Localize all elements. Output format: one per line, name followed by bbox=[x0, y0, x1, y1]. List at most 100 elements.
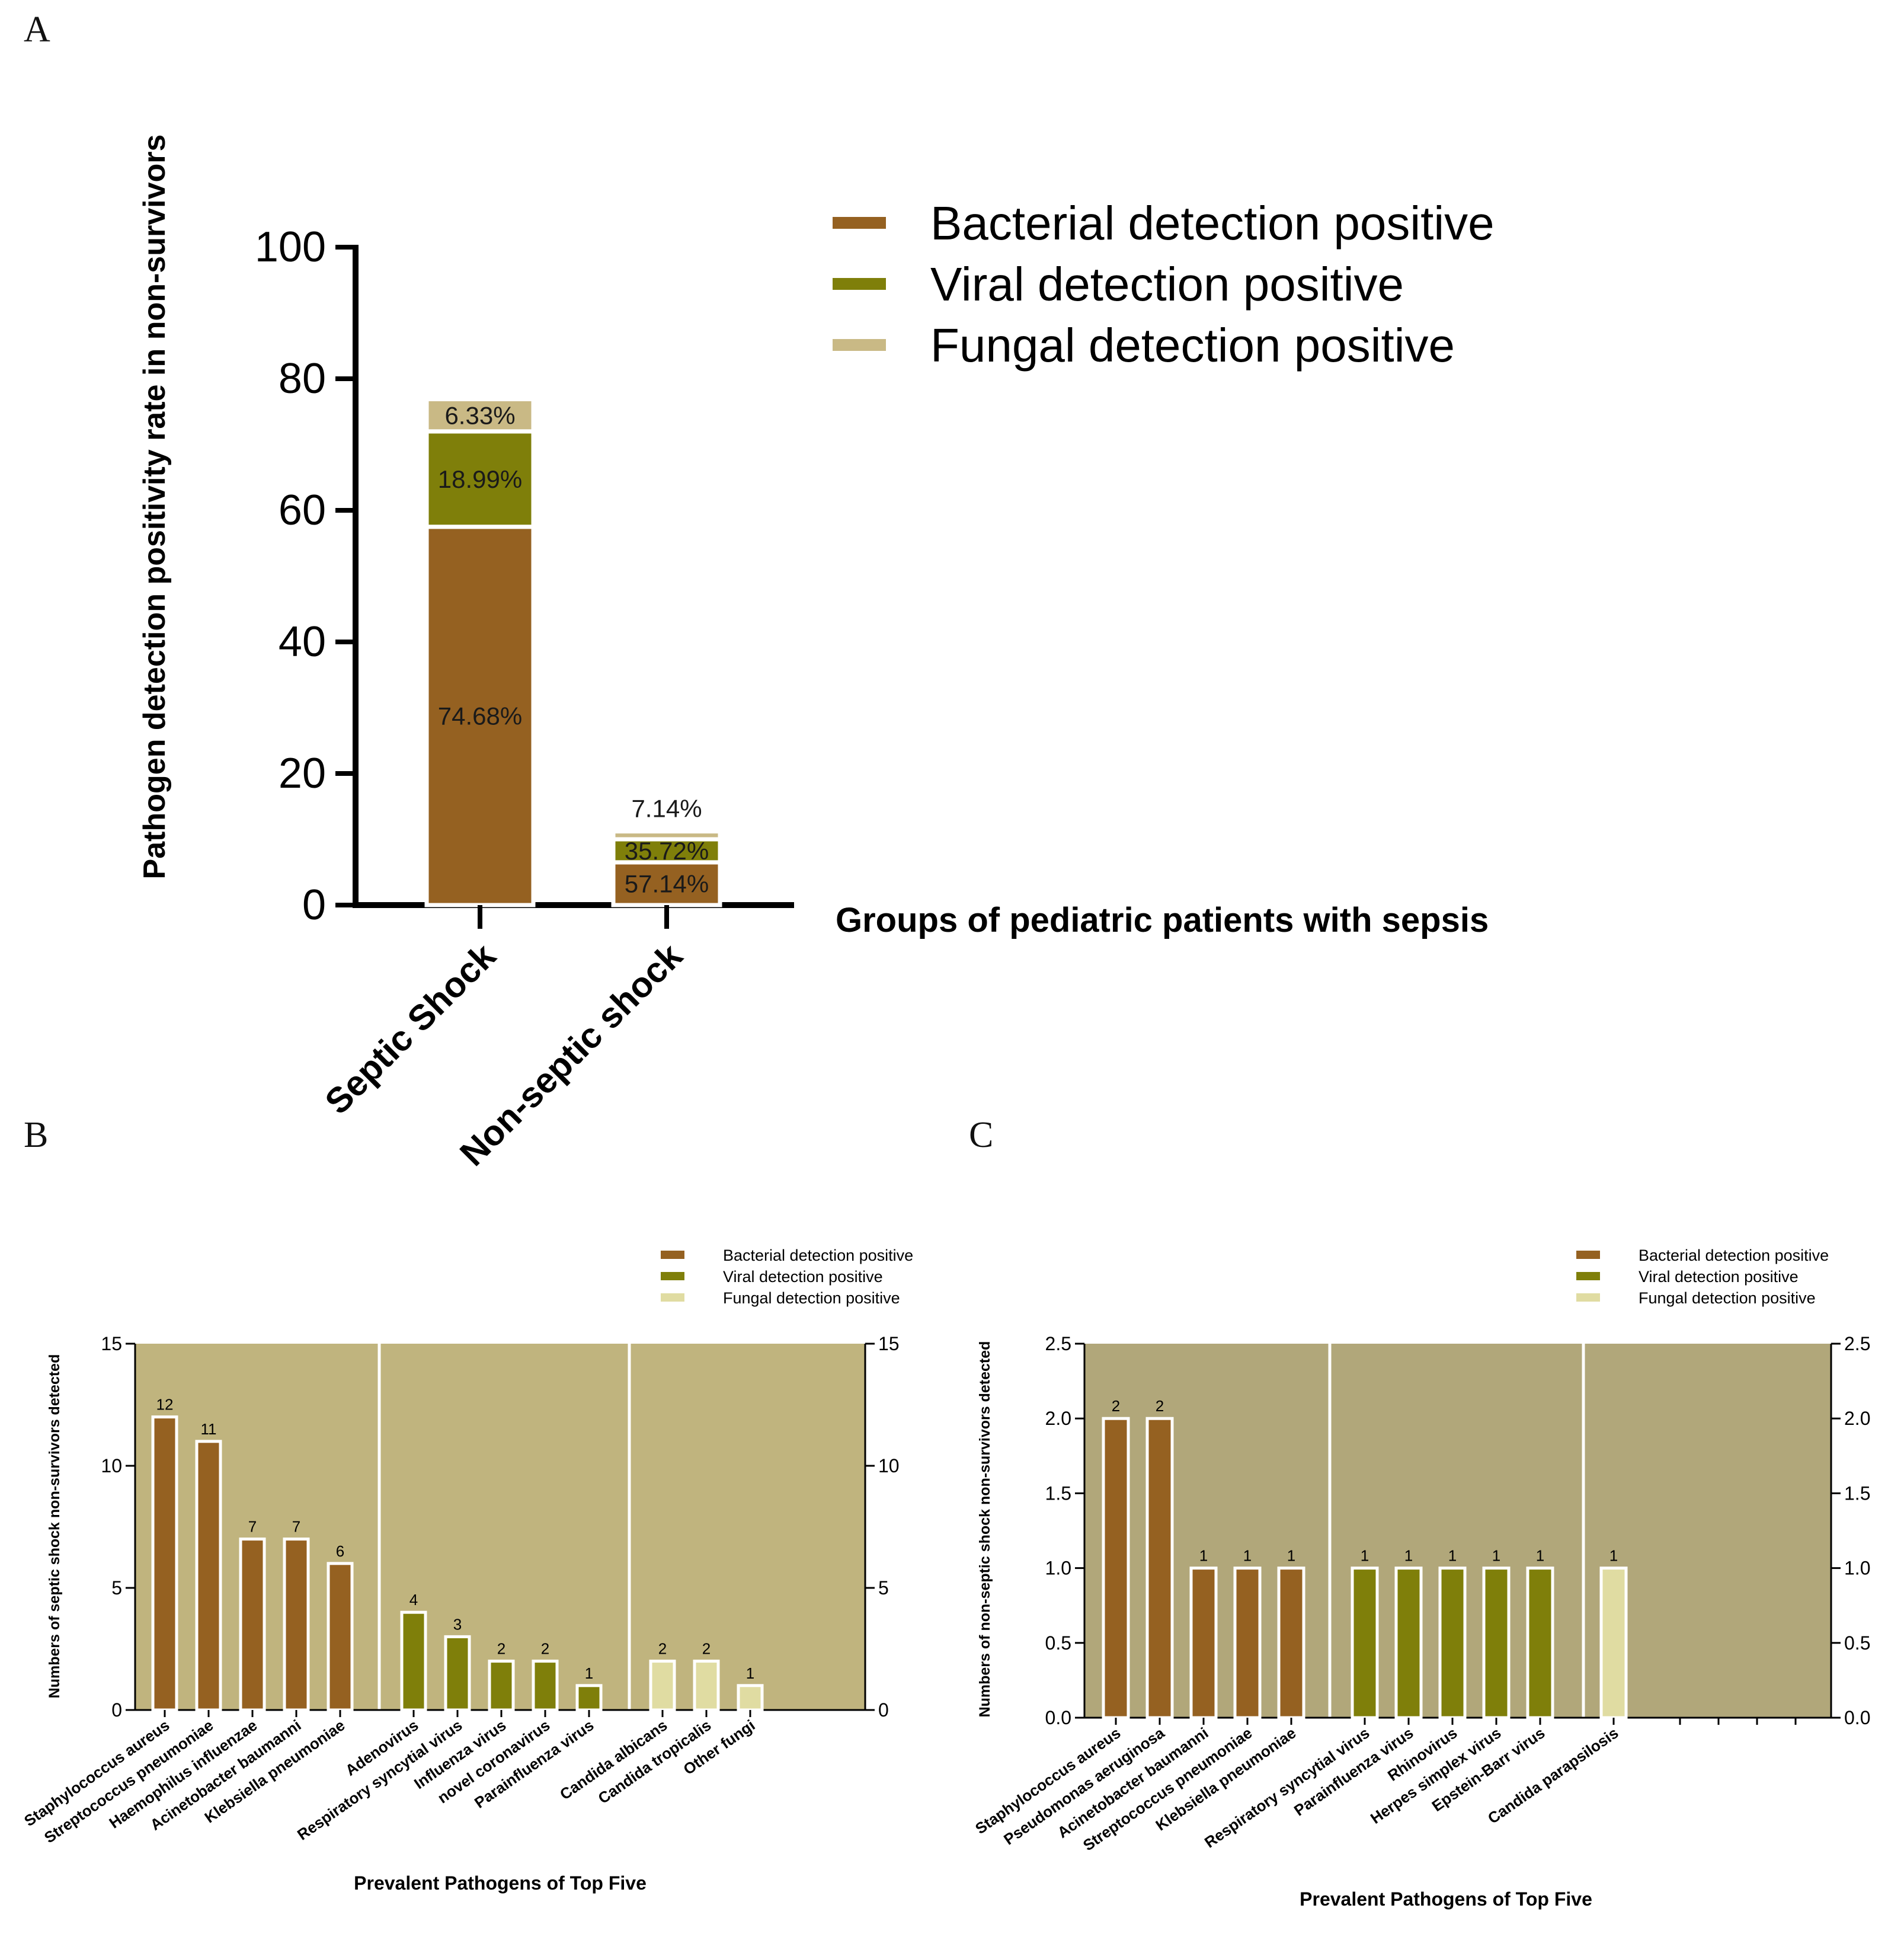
y-tick-label-left: 1.5 bbox=[1045, 1482, 1071, 1504]
bar bbox=[400, 1610, 427, 1712]
data-label: 2 bbox=[1156, 1397, 1164, 1415]
data-label: 11 bbox=[201, 1420, 217, 1438]
bar bbox=[444, 1635, 471, 1712]
bar bbox=[575, 1684, 603, 1712]
y-tick-label: 20 bbox=[279, 750, 326, 797]
y-tick-label-right: 2.0 bbox=[1844, 1408, 1870, 1429]
y-tick-label-left: 0 bbox=[111, 1699, 122, 1721]
y-tick-label-left: 5 bbox=[111, 1577, 122, 1599]
bar bbox=[649, 1660, 676, 1712]
data-label: 4 bbox=[409, 1591, 418, 1609]
bar-segment bbox=[424, 397, 536, 434]
data-label: 12 bbox=[156, 1396, 174, 1414]
legend-label: Fungal detection positive bbox=[930, 319, 1455, 372]
legend-label: Bacterial detection positive bbox=[723, 1246, 913, 1264]
data-label: 2 bbox=[497, 1640, 505, 1658]
legend-swatch bbox=[833, 339, 886, 351]
y-tick-label-right: 1.0 bbox=[1844, 1558, 1870, 1579]
bar bbox=[1438, 1567, 1467, 1719]
y-tick-label-right: 0.0 bbox=[1844, 1707, 1870, 1728]
chart-b: 0 0 5 5 10 10 15 15 Numbers of septic shock non-… bbox=[21, 1246, 913, 1894]
legend-label: Viral detection positive bbox=[1639, 1268, 1799, 1286]
data-label: 57.14% bbox=[625, 870, 709, 898]
bar-segment bbox=[611, 829, 722, 842]
y-tick-label: 100 bbox=[255, 223, 326, 271]
bar bbox=[1233, 1567, 1262, 1719]
legend-swatch bbox=[1576, 1251, 1600, 1259]
bar bbox=[1351, 1567, 1379, 1719]
y-tick-label-left: 2.5 bbox=[1045, 1333, 1071, 1354]
y-tick-label-right: 1.5 bbox=[1844, 1482, 1870, 1504]
data-label: 1 bbox=[1404, 1547, 1413, 1565]
legend-label: Fungal detection positive bbox=[1639, 1289, 1816, 1307]
data-label: 1 bbox=[1199, 1547, 1208, 1565]
data-label: 2 bbox=[541, 1640, 549, 1658]
y-tick-label: 60 bbox=[279, 487, 326, 534]
data-label: 1 bbox=[1243, 1547, 1252, 1565]
data-label: 7 bbox=[248, 1518, 257, 1536]
bar bbox=[1599, 1567, 1628, 1719]
y-tick-label-right: 10 bbox=[878, 1455, 900, 1476]
y-axis-title: Numbers of non-septic shock non-survivor… bbox=[977, 1341, 993, 1718]
chart-a: 0 20 40 60 80 100 Pathogen detection positivit… bbox=[137, 135, 1495, 1174]
bar-segment bbox=[424, 429, 536, 529]
legend-label: Bacterial detection positive bbox=[1639, 1246, 1829, 1264]
legend-label: Viral detection positive bbox=[930, 258, 1404, 311]
bar bbox=[532, 1660, 559, 1712]
bar bbox=[1189, 1567, 1218, 1719]
y-tick-label-left: 0.5 bbox=[1045, 1632, 1071, 1654]
bar bbox=[1482, 1567, 1511, 1719]
data-label: 1 bbox=[1361, 1547, 1369, 1565]
bar bbox=[693, 1660, 720, 1712]
legend-label: Viral detection positive bbox=[723, 1268, 883, 1286]
legend-swatch bbox=[833, 217, 886, 229]
legend-swatch bbox=[661, 1293, 684, 1302]
y-tick-label-right: 2.5 bbox=[1844, 1333, 1870, 1354]
y-tick-label-left: 15 bbox=[101, 1333, 122, 1354]
data-label: 1 bbox=[585, 1664, 593, 1682]
y-tick-label-right: 0 bbox=[878, 1699, 889, 1721]
bar bbox=[488, 1660, 515, 1712]
panel-b-label: B bbox=[24, 1115, 48, 1155]
bar bbox=[327, 1562, 354, 1712]
data-label: 1 bbox=[1448, 1547, 1457, 1565]
legend-swatch bbox=[1576, 1272, 1600, 1280]
y-tick-label-left: 10 bbox=[101, 1455, 122, 1476]
data-label: 6 bbox=[336, 1542, 344, 1560]
data-label: 2 bbox=[658, 1640, 667, 1658]
data-label: 2 bbox=[702, 1640, 711, 1658]
bar-segment bbox=[424, 525, 536, 907]
bar bbox=[195, 1440, 222, 1712]
y-tick-label: 0 bbox=[302, 881, 326, 929]
legend-swatch bbox=[661, 1251, 684, 1259]
y-tick-label-right: 5 bbox=[878, 1577, 889, 1599]
data-label: 1 bbox=[746, 1664, 754, 1682]
bar bbox=[239, 1538, 266, 1712]
legend-label: Bacterial detection positive bbox=[930, 197, 1495, 250]
x-axis-title: Prevalent Pathogens of Top Five bbox=[354, 1872, 647, 1894]
bar bbox=[1277, 1567, 1305, 1719]
y-axis-title: Pathogen detection positivity rate in no… bbox=[137, 135, 172, 880]
data-label: 3 bbox=[453, 1615, 462, 1633]
data-label: 1 bbox=[1536, 1547, 1544, 1565]
data-label: 1 bbox=[1609, 1547, 1618, 1565]
x-axis-title: Prevalent Pathogens of Top Five bbox=[1300, 1888, 1592, 1910]
x-tick-label: Candida parapsilosis bbox=[1484, 1724, 1621, 1827]
y-tick-label-left: 2.0 bbox=[1045, 1408, 1071, 1429]
bar bbox=[1145, 1417, 1174, 1719]
bar bbox=[1526, 1567, 1554, 1719]
panel-a-label: A bbox=[24, 9, 50, 50]
y-tick-label: 40 bbox=[279, 618, 326, 666]
bar bbox=[737, 1684, 764, 1712]
data-label: 2 bbox=[1112, 1397, 1120, 1415]
x-tick-label: Streptococcus pneumoniae bbox=[41, 1716, 217, 1846]
data-label: 1 bbox=[1287, 1547, 1295, 1565]
y-tick-label: 80 bbox=[279, 355, 326, 402]
legend-label: Fungal detection positive bbox=[723, 1289, 900, 1307]
bar bbox=[151, 1415, 178, 1712]
data-label: 74.68% bbox=[438, 702, 522, 730]
data-label: 1 bbox=[1492, 1547, 1500, 1565]
y-tick-label-right: 15 bbox=[878, 1333, 900, 1354]
panel-c-label: C bbox=[969, 1115, 993, 1155]
chart-c: 0.0 0.0 0.5 0.5 1.0 1.0 1.5 1.5 2.0 2.0 2.5 2.5 Numb… bbox=[972, 1246, 1870, 1910]
